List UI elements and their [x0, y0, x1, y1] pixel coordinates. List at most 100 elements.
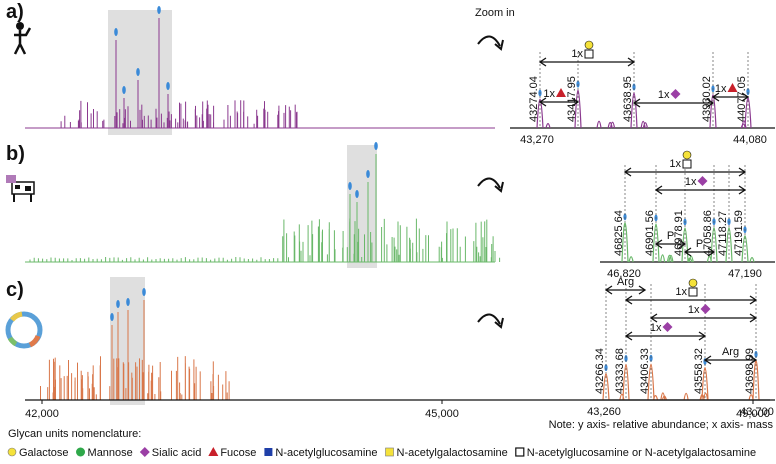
glycan-mannose	[76, 447, 86, 457]
double-arrow	[538, 97, 580, 107]
zoom-arrow	[477, 313, 501, 325]
glycan-square	[688, 287, 698, 297]
double-arrow	[604, 285, 647, 295]
peak-label: 43558.32	[693, 348, 705, 394]
legend-label: Sialic acid	[152, 447, 202, 459]
peak-label: 47118.27	[717, 211, 729, 256]
legend-label: Mannose	[88, 447, 133, 459]
icons	[5, 22, 43, 349]
annotation: P	[696, 238, 703, 250]
spectrum	[25, 18, 495, 129]
peak-marker	[142, 288, 146, 296]
double-arrow	[649, 313, 758, 323]
peak-marker	[649, 354, 653, 362]
peak-marker	[366, 170, 370, 178]
legend-label: Fucose	[220, 447, 256, 459]
annotation: 1x	[715, 83, 727, 95]
glycan-galactose	[7, 447, 17, 457]
zoom-axis-label: 43,260	[587, 406, 621, 418]
legend-label: N-acetylglucosamine	[275, 447, 377, 459]
double-arrow	[703, 355, 758, 365]
glycan-galactose	[688, 278, 698, 288]
glycan-sialic	[139, 447, 150, 457]
double-arrow	[711, 92, 750, 102]
zoom-axis-label: 43,700	[740, 406, 774, 418]
zoom-axis-label: 43,270	[520, 134, 554, 146]
peak-label: 43406.33	[639, 348, 651, 394]
zoom-arrow-head	[494, 39, 504, 51]
double-arrow	[654, 185, 747, 195]
peak-marker	[136, 68, 140, 76]
peak-marker	[355, 190, 359, 198]
annotation: 1x	[658, 89, 670, 101]
panel-label: a)	[6, 1, 24, 23]
zoom-arrow	[477, 35, 501, 47]
legend-label: Galactose	[19, 447, 69, 459]
zoom-arrow-head	[494, 181, 504, 193]
glycan-sialic	[662, 322, 673, 332]
peak-marker	[157, 6, 161, 14]
zoom-region	[347, 145, 377, 268]
note: Note: y axis- relative abundance; x axis…	[549, 419, 774, 431]
annotation: 1x	[650, 322, 662, 334]
peak-marker	[114, 28, 118, 36]
glycan-fucose	[556, 88, 566, 97]
glycan-galnac	[385, 447, 394, 457]
panel-label: c)	[6, 279, 24, 301]
glycan-fucose	[208, 447, 219, 456]
glycan-galactose	[682, 150, 692, 160]
annotation: 1x	[688, 304, 700, 316]
zoom-spectrum	[602, 360, 760, 401]
double-arrow	[624, 331, 707, 341]
zoom-axis-label: 46,820	[607, 268, 641, 280]
annotation: Arg	[722, 346, 739, 358]
x-tick-label: 42,000	[25, 408, 59, 420]
zoom-spectrum	[621, 222, 755, 263]
peak-label: 46901.56	[644, 210, 656, 256]
peak-marker	[623, 213, 627, 221]
zoom-arrow-head	[494, 317, 504, 329]
legend-title: Glycan units nomenclature:	[8, 428, 141, 440]
peak-marker	[624, 355, 628, 363]
peak-marker	[110, 313, 114, 321]
glycan-galactose	[584, 40, 594, 50]
double-arrow	[623, 167, 747, 177]
zoom-axis-label: 44,080	[733, 134, 767, 146]
glycan-fucose	[727, 83, 738, 92]
peak-marker	[166, 82, 170, 90]
annotation: 1x	[543, 88, 555, 100]
double-arrow	[624, 295, 758, 305]
peak-marker	[746, 88, 750, 96]
peak-label: 44077.05	[736, 76, 748, 122]
x-tick-label: 49,000	[736, 408, 770, 420]
zoom-label: Zoom in	[475, 7, 515, 19]
peak-label: 47058.86	[702, 210, 714, 256]
double-arrow	[632, 98, 715, 108]
peak-label: 46825.64	[613, 210, 625, 256]
spectrum	[25, 300, 495, 401]
peak-marker	[374, 142, 378, 150]
double-arrow	[538, 57, 636, 67]
legend-label: N-acetylgalactosamine	[397, 447, 508, 459]
peak-marker	[632, 83, 636, 91]
zoom-arrow	[477, 177, 501, 189]
annotation: Arg	[617, 276, 634, 288]
glycan-hexnac	[515, 447, 525, 457]
annotation: 1x	[571, 48, 583, 60]
spectrum	[25, 154, 501, 263]
peak-label: 43638.95	[622, 76, 634, 122]
peak-marker	[126, 298, 130, 306]
peak-label: 43333.68	[614, 348, 626, 394]
double-arrow	[654, 239, 687, 249]
glycan-sialic	[700, 304, 711, 314]
annotation: P	[667, 230, 674, 242]
double-arrow	[683, 247, 716, 257]
annotation: 1x	[685, 176, 697, 188]
peak-label: 43274.04	[528, 76, 540, 122]
glycan-glcnac	[264, 448, 273, 456]
x-tick-label: 45,000	[425, 408, 459, 420]
glycan-sialic	[670, 89, 681, 99]
annotation: 1x	[675, 286, 687, 298]
glycan-square	[682, 159, 692, 169]
